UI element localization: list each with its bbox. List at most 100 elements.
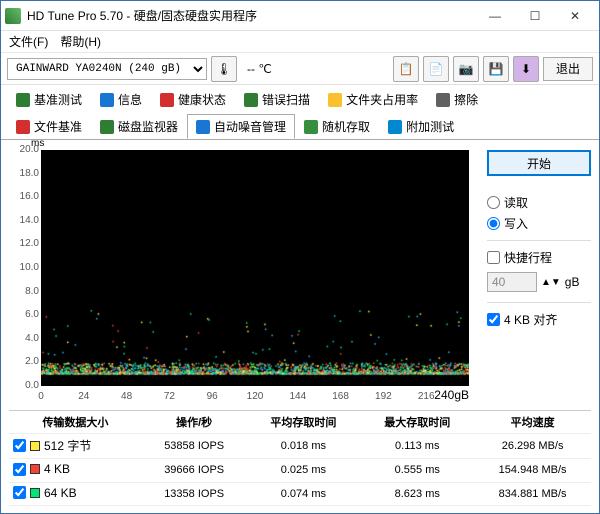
tab-label: 磁盘监视器 [118, 118, 178, 135]
y-tick: 8.0 [9, 286, 39, 297]
cell: 0.113 ms [360, 434, 474, 459]
chart: ms 20.018.016.014.012.010.08.06.04.02.00… [9, 146, 469, 402]
row-checkbox[interactable] [13, 439, 26, 452]
cell: 0.074 ms [246, 482, 360, 506]
row-checkbox[interactable] [13, 463, 26, 476]
y-tick: 14.0 [9, 215, 39, 226]
write-radio[interactable] [487, 217, 500, 230]
tab-label: 基准测试 [34, 91, 82, 108]
window-title: HD Tune Pro 5.70 - 硬盘/固态硬盘实用程序 [27, 7, 475, 24]
tab-健康状态[interactable]: 健康状态 [151, 87, 235, 112]
save-icon[interactable]: 💾 [483, 56, 509, 82]
tab-基准测试[interactable]: 基准测试 [7, 87, 91, 112]
column-header: 传输数据大小 [9, 411, 142, 434]
write-label: 写入 [504, 215, 528, 232]
tab-icon [16, 93, 30, 107]
tabs-row-1: 基准测试 信息 健康状态 错误扫描 文件夹占用率擦除 [1, 85, 599, 112]
tab-文件夹占用率[interactable]: 文件夹占用率 [319, 87, 427, 112]
column-header: 操作/秒 [142, 411, 247, 434]
y-tick: 16.0 [9, 191, 39, 202]
tab-icon [160, 93, 174, 107]
series-color [30, 441, 40, 451]
drive-select[interactable]: GAINWARD YA0240N (240 gB) [7, 58, 207, 80]
tab-擦除[interactable]: 擦除 [427, 87, 487, 112]
tab-label: 随机存取 [322, 118, 370, 135]
tab-label: 信息 [118, 91, 142, 108]
tab-自动噪音管理[interactable]: 自动噪音管理 [187, 114, 295, 139]
x-tick: 192 [375, 391, 392, 402]
tab-label: 自动噪音管理 [214, 118, 286, 135]
tab-icon [244, 93, 258, 107]
x-tick: 72 [164, 391, 175, 402]
cell: 39666 IOPS [142, 459, 247, 483]
column-header: 平均速度 [474, 411, 591, 434]
cell: 0.555 ms [360, 459, 474, 483]
cell: 154.948 MB/s [474, 459, 591, 483]
tab-文件基准[interactable]: 文件基准 [7, 114, 91, 139]
row-label: 512 字节 [44, 437, 91, 454]
thermometer-icon[interactable]: 🌡 [211, 56, 237, 82]
tab-icon [304, 120, 318, 134]
x-axis-unit: 240gB [434, 388, 469, 402]
y-tick: 12.0 [9, 238, 39, 249]
y-tick: 0.0 [9, 380, 39, 391]
tab-label: 错误扫描 [262, 91, 310, 108]
menu-bar: 文件(F) 帮助(H) [1, 31, 599, 53]
tab-label: 文件夹占用率 [346, 91, 418, 108]
copy-icon[interactable]: 📋 [393, 56, 419, 82]
y-tick: 4.0 [9, 333, 39, 344]
scatter-canvas [41, 150, 469, 386]
cell: 0.018 ms [246, 434, 360, 459]
tab-信息[interactable]: 信息 [91, 87, 151, 112]
maximize-button[interactable]: ☐ [515, 2, 555, 30]
paste-icon[interactable]: 📄 [423, 56, 449, 82]
cell: 53858 IOPS [142, 434, 247, 459]
row-checkbox[interactable] [13, 486, 26, 499]
tab-label: 健康状态 [178, 91, 226, 108]
column-header: 最大存取时间 [360, 411, 474, 434]
row-label: 4 KB [44, 462, 70, 476]
tab-磁盘监视器[interactable]: 磁盘监视器 [91, 114, 187, 139]
series-color [30, 488, 40, 498]
quick-checkbox[interactable] [487, 251, 500, 264]
cell: 0.025 ms [246, 459, 360, 483]
quick-label: 快捷行程 [504, 249, 552, 266]
y-tick: 18.0 [9, 168, 39, 179]
tab-label: 文件基准 [34, 118, 82, 135]
x-tick: 144 [289, 391, 306, 402]
menu-help[interactable]: 帮助(H) [60, 33, 101, 50]
tab-错误扫描[interactable]: 错误扫描 [235, 87, 319, 112]
exit-button[interactable]: 退出 [543, 57, 593, 81]
minimize-button[interactable]: — [475, 2, 515, 30]
table-row: 64 KB13358 IOPS0.074 ms8.623 ms834.881 M… [9, 482, 591, 506]
app-icon [5, 8, 21, 24]
read-radio[interactable] [487, 196, 500, 209]
side-panel: 开始 读取 写入 快捷行程 ▲▼ gB 4 KB 对齐 [487, 146, 591, 402]
tab-icon [436, 93, 450, 107]
y-tick: 20.0 [9, 144, 39, 155]
x-tick: 168 [332, 391, 349, 402]
column-header: 平均存取时间 [246, 411, 360, 434]
tab-附加测试[interactable]: 附加测试 [379, 114, 463, 139]
start-button[interactable]: 开始 [487, 150, 591, 176]
align-label: 4 KB 对齐 [504, 311, 557, 328]
tab-icon [328, 93, 342, 107]
tab-随机存取[interactable]: 随机存取 [295, 114, 379, 139]
tab-icon [196, 120, 210, 134]
row-label: 64 KB [44, 486, 77, 500]
align-checkbox[interactable] [487, 313, 500, 326]
tab-icon [100, 120, 114, 134]
tab-icon [16, 120, 30, 134]
menu-file[interactable]: 文件(F) [9, 33, 48, 50]
toolbar: GAINWARD YA0240N (240 gB) 🌡 -- ℃ 📋 📄 📷 💾… [1, 53, 599, 85]
x-tick: 0 [38, 391, 44, 402]
title-bar: HD Tune Pro 5.70 - 硬盘/固态硬盘实用程序 — ☐ ✕ [1, 1, 599, 31]
x-tick: 24 [78, 391, 89, 402]
table-row: 4 KB 39666 IOPS0.025 ms0.555 ms154.948 MB… [9, 459, 591, 483]
results-table: 传输数据大小操作/秒平均存取时间最大存取时间平均速度 512 字节 53858 I… [9, 410, 591, 506]
tab-icon [100, 93, 114, 107]
close-button[interactable]: ✕ [555, 2, 595, 30]
download-icon[interactable]: ⬇ [513, 56, 539, 82]
camera-icon[interactable]: 📷 [453, 56, 479, 82]
y-tick: 2.0 [9, 356, 39, 367]
